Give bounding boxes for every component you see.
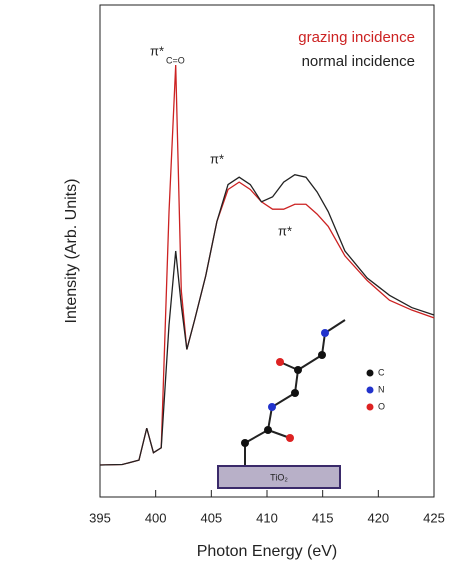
- atom: [291, 389, 299, 397]
- x-tick-label: 405: [200, 510, 222, 525]
- annotation: π*: [210, 151, 224, 166]
- atom-key: [366, 369, 374, 377]
- annotation: π*: [278, 223, 292, 238]
- y-axis-label: Intensity (Arb. Units): [63, 179, 80, 324]
- atom: [318, 351, 326, 359]
- atom-label: O: [378, 401, 385, 411]
- legend-label: grazing incidence: [298, 29, 415, 46]
- atom-key: [366, 386, 374, 394]
- x-tick-label: 410: [256, 510, 278, 525]
- atom-key: [366, 403, 374, 411]
- x-axis-label: Photon Energy (eV): [197, 543, 338, 560]
- atoms: [241, 329, 374, 447]
- atom-label: N: [378, 384, 385, 394]
- annotation: π*: [150, 43, 164, 58]
- substrate: [217, 465, 341, 489]
- atom: [286, 434, 294, 442]
- annotation: C=O: [166, 55, 185, 65]
- atom: [268, 403, 276, 411]
- substrate-label: TiO₂: [270, 472, 288, 482]
- x-tick-label: 400: [145, 510, 167, 525]
- atom: [241, 439, 249, 447]
- x-tick-label: 415: [312, 510, 334, 525]
- atom: [321, 329, 329, 337]
- series-line: [99, 174, 435, 466]
- atom: [294, 366, 302, 374]
- legend-label: normal incidence: [302, 53, 415, 70]
- x-tick-label: 420: [367, 510, 389, 525]
- plot-frame: [99, 4, 435, 498]
- atom: [264, 426, 272, 434]
- atom: [276, 358, 284, 366]
- x-tick-label: 425: [423, 510, 445, 525]
- x-tick-label: 395: [89, 510, 111, 525]
- atom-label: C: [378, 367, 385, 377]
